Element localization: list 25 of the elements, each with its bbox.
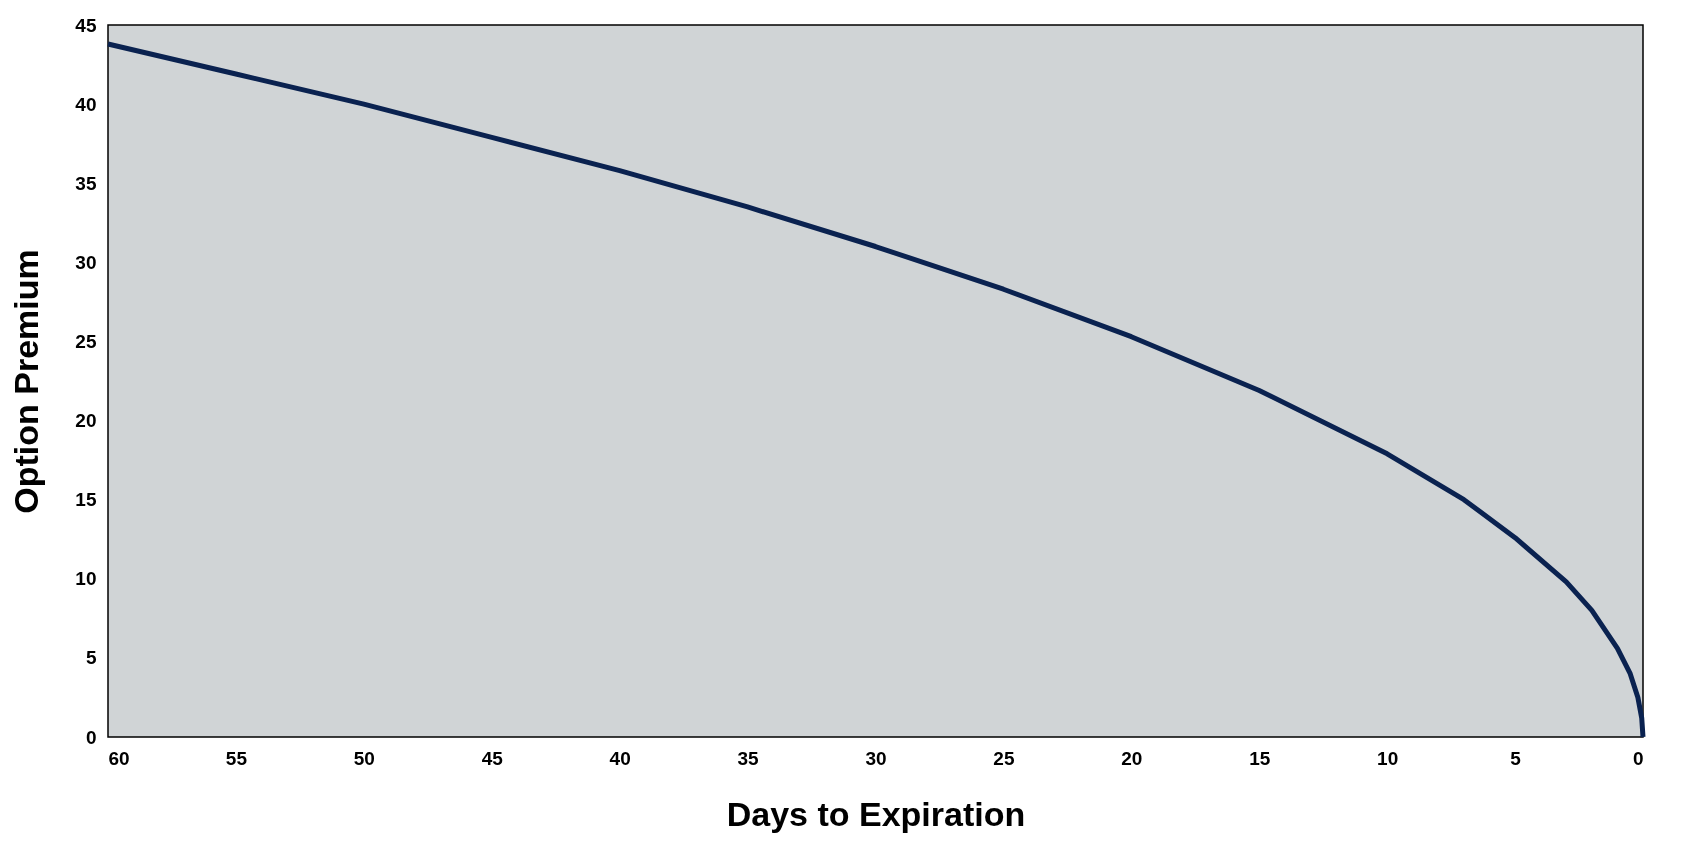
y-tick-label: 15: [75, 489, 97, 511]
y-tick-label: 25: [75, 330, 97, 352]
y-tick-label: 5: [85, 647, 97, 669]
x-axis-title: Days to Expiration: [726, 794, 1026, 833]
x-tick-label: 20: [1121, 747, 1143, 769]
x-tick-label: 10: [1377, 747, 1399, 769]
x-tick-label: 15: [1249, 747, 1271, 769]
x-tick-label: 60: [108, 747, 130, 769]
y-axis-title: Option Premium: [7, 249, 46, 514]
x-tick-label: 35: [737, 747, 760, 769]
x-tick-label: 5: [1510, 747, 1522, 769]
x-tick-label: 45: [481, 747, 504, 769]
y-tick-label: 10: [75, 568, 97, 590]
x-tick-label: 30: [865, 747, 887, 769]
x-tick-label: 40: [609, 747, 631, 769]
x-tick-label: 50: [353, 747, 375, 769]
x-tick-label: 55: [225, 747, 248, 769]
x-tick-label: 25: [993, 747, 1015, 769]
x-tick-label: 0: [1632, 747, 1644, 769]
y-tick-label: 0: [85, 726, 97, 748]
y-tick-label: 40: [75, 93, 97, 115]
y-tick-label: 20: [75, 410, 97, 432]
y-tick-label: 30: [75, 251, 97, 273]
y-tick-label: 35: [75, 172, 97, 194]
y-tick-label: 45: [75, 14, 97, 36]
